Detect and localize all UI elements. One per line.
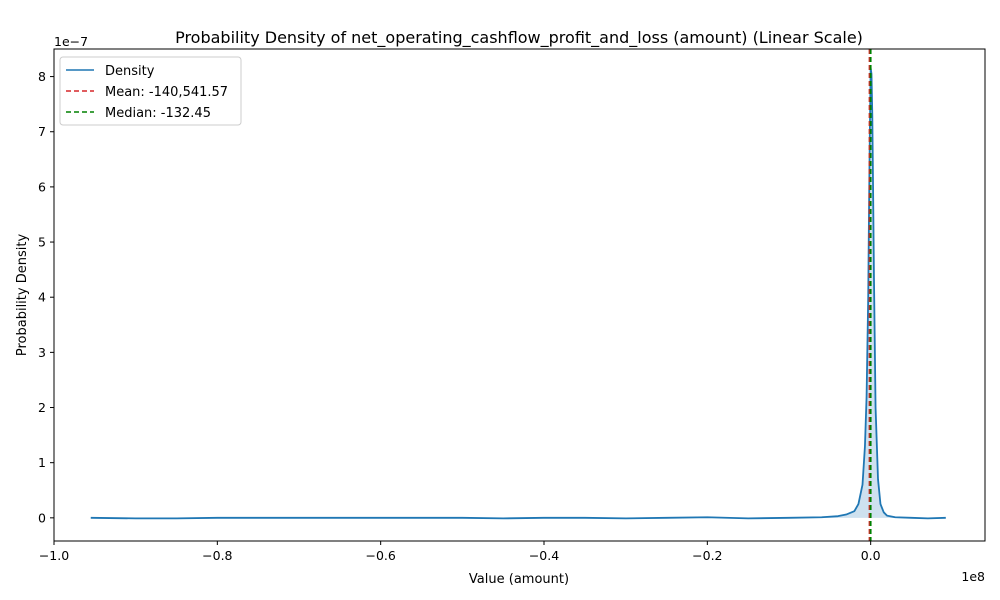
x-tick-label: −1.0 [39, 548, 69, 563]
x-tick-label: −0.8 [202, 548, 232, 563]
chart-title: Probability Density of net_operating_cas… [175, 28, 863, 48]
y-tick-label: 6 [38, 179, 46, 194]
y-tick-label: 4 [38, 290, 46, 305]
legend: Density Mean: -140,541.57 Median: -132.4… [59, 56, 242, 126]
y-tick-label: 5 [38, 235, 46, 250]
legend-box [59, 56, 242, 126]
legend-mean-label: Mean: -140,541.57 [105, 85, 228, 100]
x-axis-ticks: −1.0 −0.8 −0.6 −0.4 −0.2 0.0 [39, 541, 881, 563]
y-tick-label: 3 [38, 345, 46, 360]
x-tick-label: −0.6 [365, 548, 395, 563]
chart-marks [90, 49, 946, 541]
y-tick-label: 2 [38, 400, 46, 415]
plot-frame [53, 48, 986, 542]
y-axis-offset-label: 1e−7 [54, 34, 88, 49]
x-axis-label: Value (amount) [469, 572, 569, 587]
y-axis-label: Probability Density [15, 234, 30, 357]
x-tick-label: 0.0 [861, 548, 881, 563]
y-tick-label: 8 [38, 69, 46, 84]
density-line [90, 67, 946, 520]
x-tick-label: −0.2 [692, 548, 722, 563]
plot-area [53, 48, 986, 542]
legend-median-label: Median: -132.45 [105, 106, 211, 121]
x-tick-label: −0.4 [529, 548, 559, 563]
y-axis-ticks: 0 1 2 3 4 5 6 7 8 [38, 69, 54, 525]
legend-density-label: Density [105, 64, 155, 79]
density-area-fill [90, 68, 946, 519]
y-tick-label: 1 [38, 455, 46, 470]
y-tick-label: 7 [38, 124, 46, 139]
x-axis-offset-label: 1e8 [961, 569, 985, 584]
y-tick-label: 0 [38, 510, 46, 525]
